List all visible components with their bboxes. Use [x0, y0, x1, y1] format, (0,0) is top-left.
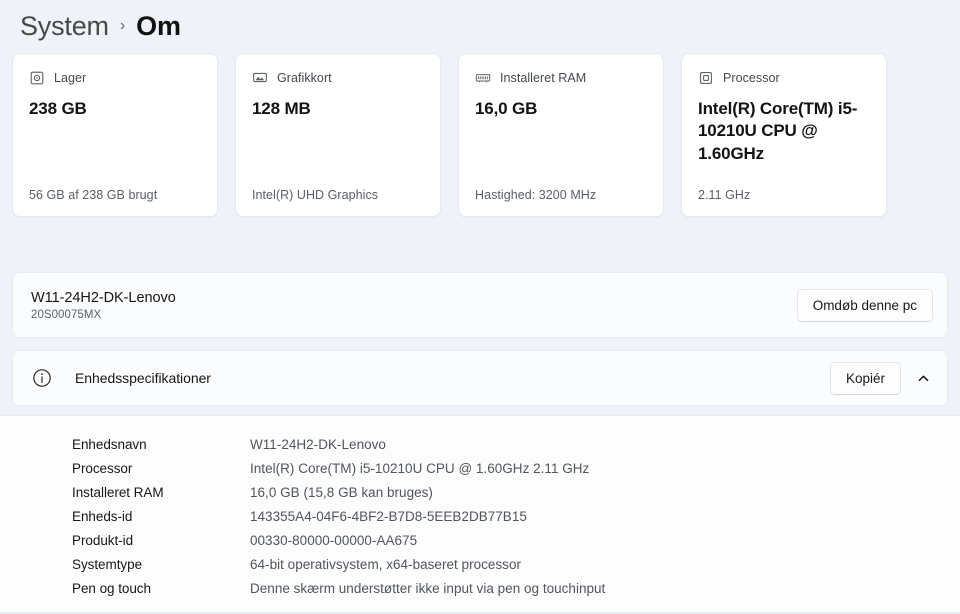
table-row: Installeret RAM 16,0 GB (15,8 GB kan bru…: [72, 480, 605, 504]
card-graphics-header: Grafikkort: [252, 70, 424, 86]
pc-name-value: W11-24H2-DK-Lenovo: [31, 289, 176, 306]
card-processor-title: Processor: [723, 71, 780, 85]
spec-value: Denne skærm understøtter ikke input via …: [250, 580, 606, 596]
summary-cards-row: Lager 238 GB 56 GB af 238 GB brugt Grafi…: [0, 46, 960, 217]
chevron-up-icon[interactable]: [905, 361, 941, 395]
table-row: Systemtype 64-bit operativsystem, x64-ba…: [72, 552, 605, 576]
card-storage-sub: 56 GB af 238 GB brugt: [29, 188, 158, 202]
card-graphics-title: Grafikkort: [277, 71, 332, 85]
card-graphics: Grafikkort 128 MB Intel(R) UHD Graphics: [235, 53, 441, 217]
pc-name-text-block: W11-24H2-DK-Lenovo 20S00075MX: [31, 289, 797, 322]
card-processor-value: Intel(R) Core(TM) i5-10210U CPU @ 1.60GH…: [698, 99, 858, 163]
breadcrumb-separator-icon: ›: [119, 17, 126, 34]
card-storage-value: 238 GB: [29, 99, 87, 118]
card-ram: Installeret RAM 16,0 GB Hastighed: 3200 …: [458, 53, 664, 217]
card-storage-title: Lager: [54, 71, 87, 85]
card-ram-spacer: [475, 120, 647, 188]
spec-key: Enheds-id: [72, 508, 133, 524]
spec-key: Installeret RAM: [72, 484, 164, 500]
card-ram-value: 16,0 GB: [475, 99, 538, 118]
table-row: Processor Intel(R) Core(TM) i5-10210U CP…: [72, 456, 605, 480]
memory-icon: [475, 70, 491, 86]
graphics-card-icon: [252, 70, 268, 86]
card-graphics-sub: Intel(R) UHD Graphics: [252, 188, 379, 202]
spec-value: Intel(R) Core(TM) i5-10210U CPU @ 1.60GH…: [250, 460, 590, 476]
card-ram-title: Installeret RAM: [500, 71, 587, 85]
spec-key: Systemtype: [72, 556, 143, 572]
device-specifications-details: Enhedsnavn W11-24H2-DK-Lenovo Processor …: [0, 415, 960, 613]
card-graphics-spacer: [252, 120, 424, 188]
pc-name-card: W11-24H2-DK-Lenovo 20S00075MX Omdøb denn…: [12, 272, 948, 338]
spec-value: 64-bit operativsystem, x64-baseret proce…: [250, 556, 521, 572]
card-graphics-value: 128 MB: [252, 99, 311, 118]
device-specifications-table: Enhedsnavn W11-24H2-DK-Lenovo Processor …: [72, 432, 605, 600]
card-storage-spacer: [29, 120, 201, 188]
info-icon: [31, 367, 53, 389]
rename-pc-button[interactable]: Omdøb denne pc: [796, 288, 933, 322]
spec-value: 16,0 GB (15,8 GB kan bruges): [250, 484, 433, 500]
spec-key: Processor: [72, 460, 133, 476]
card-processor-header: Processor: [698, 70, 870, 86]
spec-value: 143355A4-04F6-4BF2-B7D8-5EEB2DB77B15: [250, 508, 527, 524]
copy-button[interactable]: Kopiér: [829, 361, 901, 395]
device-specifications-label: Enhedsspecifikationer: [75, 370, 211, 386]
card-storage: Lager 238 GB 56 GB af 238 GB brugt: [12, 53, 218, 217]
device-specifications-actions: Kopiér: [829, 361, 947, 395]
card-processor-sub: 2.11 GHz: [698, 188, 751, 202]
processor-icon: [698, 70, 714, 86]
breadcrumb: System › Om: [0, 0, 960, 46]
pc-model-value: 20S00075MX: [31, 309, 102, 322]
spec-value: 00330-80000-00000-AA675: [250, 532, 418, 548]
spec-key: Enhedsnavn: [72, 436, 147, 452]
table-row: Produkt-id 00330-80000-00000-AA675: [72, 528, 605, 552]
spec-value: W11-24H2-DK-Lenovo: [250, 436, 386, 452]
card-storage-header: Lager: [29, 70, 201, 86]
card-processor: Processor Intel(R) Core(TM) i5-10210U CP…: [681, 53, 887, 217]
storage-icon: [29, 70, 45, 86]
table-row: Pen og touch Denne skærm understøtter ik…: [72, 576, 605, 600]
spec-key: Pen og touch: [72, 580, 151, 596]
spec-key: Produkt-id: [72, 532, 134, 548]
card-processor-spacer: [698, 165, 870, 188]
card-ram-header: Installeret RAM: [475, 70, 647, 86]
page-title: Om: [136, 10, 181, 41]
device-specifications-header[interactable]: Enhedsspecifikationer Kopiér: [12, 350, 948, 406]
breadcrumb-parent-system[interactable]: System: [20, 10, 109, 41]
card-ram-sub: Hastighed: 3200 MHz: [475, 188, 597, 202]
table-row: Enheds-id 143355A4-04F6-4BF2-B7D8-5EEB2D…: [72, 504, 605, 528]
table-row: Enhedsnavn W11-24H2-DK-Lenovo: [72, 432, 605, 456]
